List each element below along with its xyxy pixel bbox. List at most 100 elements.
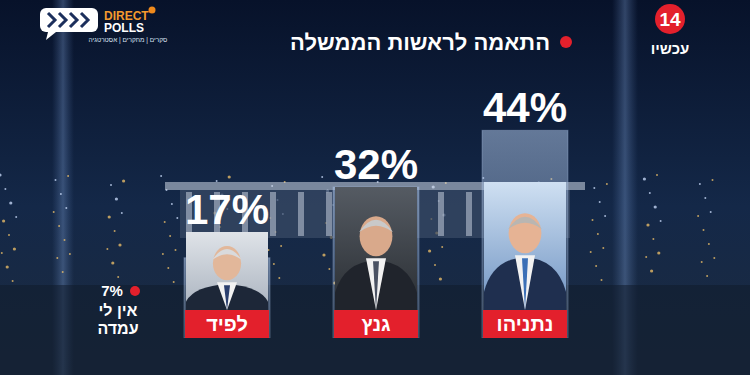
- light: [597, 233, 599, 235]
- light: [8, 234, 10, 236]
- light: [2, 219, 5, 222]
- decor: [186, 284, 268, 310]
- light: [162, 253, 164, 255]
- light: [114, 230, 116, 232]
- decor: [217, 282, 237, 310]
- light: [328, 268, 330, 270]
- light: [228, 175, 231, 178]
- light: [646, 223, 649, 226]
- light: [643, 177, 646, 180]
- light: [704, 197, 706, 199]
- data-label: 32%: [334, 141, 418, 188]
- logo-chevron: [81, 13, 88, 27]
- light: [160, 175, 162, 177]
- bars: [184, 130, 568, 338]
- decor: [270, 192, 276, 236]
- light: [216, 180, 218, 182]
- light: [601, 279, 603, 281]
- logo-tail: [46, 32, 56, 40]
- decor: [335, 260, 417, 310]
- light: [169, 235, 171, 237]
- light: [645, 256, 647, 258]
- light: [428, 249, 431, 252]
- light: [654, 205, 657, 208]
- light: [164, 221, 166, 223]
- logo-text: POLLS: [104, 21, 144, 35]
- light: [710, 211, 712, 213]
- light: [649, 192, 651, 194]
- logo-chevron: [70, 13, 77, 27]
- bar: [482, 130, 568, 338]
- light: [4, 188, 6, 190]
- light: [6, 265, 9, 268]
- light: [656, 174, 658, 176]
- annotation-mark: [130, 286, 140, 296]
- stage: לפיד17%גנץ32%נתניהו44%התאמה לראשות הממשל…: [0, 0, 750, 375]
- light: [708, 243, 710, 245]
- logo-bubble: [40, 8, 98, 32]
- bar: [333, 187, 419, 338]
- name-box: [483, 310, 567, 338]
- light: [592, 219, 594, 221]
- light: [118, 243, 121, 246]
- light: [15, 216, 17, 218]
- light: [650, 269, 653, 272]
- light: [111, 261, 114, 264]
- light: [604, 215, 606, 217]
- light: [606, 183, 608, 185]
- light: [69, 253, 71, 255]
- data-label: 44%: [483, 84, 567, 131]
- decor: [515, 255, 535, 310]
- decor: [360, 216, 393, 256]
- decor: [298, 192, 304, 236]
- light: [652, 238, 654, 240]
- light: [173, 281, 175, 283]
- light: [62, 271, 64, 273]
- decor: [373, 261, 379, 310]
- light: [278, 277, 280, 279]
- light: [64, 239, 66, 241]
- logo-chevron: [59, 13, 66, 27]
- logo-tagline: סקרים | מחקרים | אסטרטגיה: [89, 36, 168, 44]
- light: [171, 203, 173, 205]
- light: [121, 212, 123, 214]
- decor: [326, 192, 332, 236]
- light: [602, 247, 604, 249]
- logo-dot: [149, 7, 156, 14]
- portrait: [186, 232, 268, 310]
- light: [53, 211, 55, 213]
- light: [590, 251, 592, 253]
- light: [703, 229, 705, 231]
- annotation-value: 7%: [101, 282, 123, 299]
- light: [110, 184, 112, 186]
- light: [108, 215, 111, 218]
- light: [273, 263, 275, 265]
- channel-badge: [655, 4, 685, 34]
- channel-number: 14: [659, 9, 681, 30]
- light: [9, 201, 12, 204]
- category-label: גנץ: [361, 313, 391, 335]
- light: [60, 193, 62, 195]
- light: [712, 179, 714, 181]
- light: [65, 207, 67, 209]
- light: [0, 173, 2, 176]
- decor: [224, 285, 230, 310]
- decor: [522, 258, 528, 310]
- decor: [438, 192, 444, 236]
- light: [117, 276, 119, 278]
- background: [0, 0, 750, 375]
- light: [12, 280, 14, 282]
- light: [55, 179, 57, 181]
- data-label: 17%: [185, 186, 269, 233]
- category-label: לפיד: [206, 313, 248, 335]
- decor: [359, 220, 393, 233]
- decor: [366, 258, 386, 310]
- light: [434, 264, 436, 266]
- name-box: [334, 310, 418, 338]
- light: [439, 277, 442, 280]
- light: [13, 247, 16, 250]
- decor: [484, 257, 566, 310]
- logo: DIRECTPOLLSסקרים | מחקרים | אסטרטגיה: [40, 7, 167, 45]
- light: [176, 217, 178, 219]
- light: [1, 252, 3, 254]
